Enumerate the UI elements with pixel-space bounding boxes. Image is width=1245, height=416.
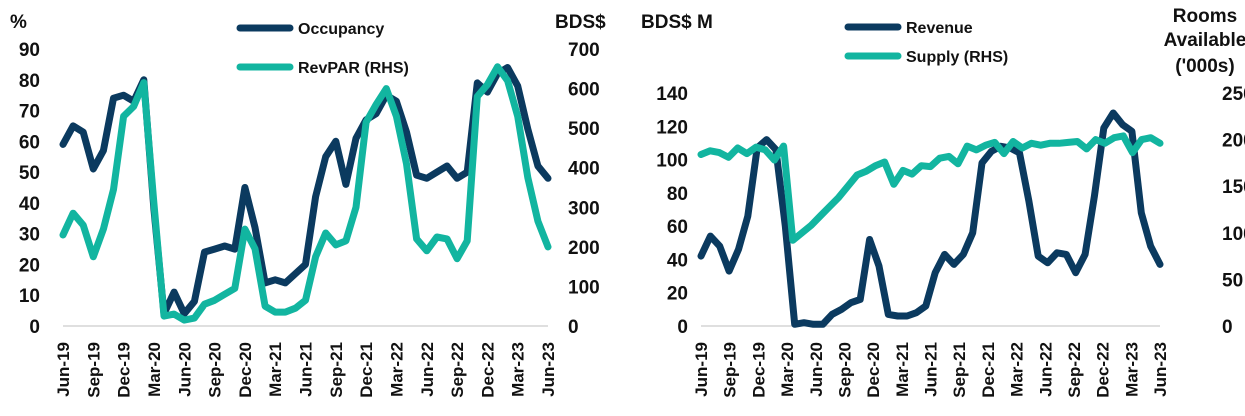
- y-right-tick-label: 0: [1222, 317, 1233, 338]
- x-tick-label: Sep-21: [327, 342, 346, 398]
- x-tick-label: Dec-21: [357, 342, 376, 398]
- y-left-tick-label: 80: [19, 71, 40, 92]
- series-line-1: [697, 109, 1164, 328]
- y-right-tick-label: 600: [568, 80, 600, 101]
- y-left-tick-label: 40: [667, 250, 688, 271]
- y-left-tick-label: 90: [19, 40, 40, 61]
- chart-2: 0 20 40 60 80 100 120 140 0 50 100 150 200 250 BDS$ M R…: [641, 6, 1245, 398]
- x-tick-label: Mar-22: [387, 342, 406, 397]
- x-tick-label: Mar-22: [1008, 342, 1027, 397]
- x-tick-label: Mar-23: [509, 342, 528, 397]
- x-tick-label: Dec-20: [864, 342, 883, 398]
- y-left-tick-label: 120: [656, 117, 688, 138]
- legend-label: Occupancy: [298, 21, 384, 38]
- y-right-tick-label: 150: [1222, 177, 1245, 198]
- y-right-tick-label: 400: [568, 159, 600, 180]
- y-right-tick-label: 700: [568, 40, 600, 61]
- y-left-tick-label: 80: [667, 184, 688, 205]
- x-tick-label: Sep-19: [721, 342, 740, 398]
- x-tick-label: Jun-23: [539, 342, 558, 397]
- x-tick-label: Dec-19: [749, 342, 768, 398]
- y-left-tick-label: 70: [19, 102, 40, 123]
- x-tick-label: Sep-20: [206, 342, 225, 398]
- series-line-2: [59, 63, 552, 324]
- x-tick-label: Dec-20: [236, 342, 255, 398]
- x-tick-label: Sep-19: [84, 342, 103, 398]
- x-tick-label: Jun-23: [1151, 342, 1170, 397]
- y-left-tick-label: 50: [19, 163, 40, 184]
- y-right-tick-label: 200: [568, 238, 600, 259]
- y-right-tick-label: 300: [568, 198, 600, 219]
- y-left-tick-label: 20: [667, 284, 688, 305]
- x-tick-label: Mar-21: [266, 342, 285, 397]
- x-tick-label: Mar-21: [893, 342, 912, 397]
- series-line-2: [697, 132, 1164, 244]
- legend-label: Supply (RHS): [906, 49, 1008, 66]
- y-left-tick-label: 60: [19, 132, 40, 153]
- x-tick-label: Sep-22: [1065, 342, 1084, 398]
- y-left-tick-label: 30: [19, 225, 40, 246]
- y-left-tick-label: 140: [656, 84, 688, 105]
- y-left-tick-label: 100: [656, 151, 688, 172]
- x-tick-label: Jun-22: [1036, 342, 1055, 397]
- y-left-unit-label: %: [10, 12, 27, 33]
- y-right-tick-label: 50: [1222, 270, 1243, 291]
- x-tick-label: Sep-22: [448, 342, 467, 398]
- y-left-tick-label: 20: [19, 255, 40, 276]
- chart-1: 0 10 20 30 40 50 60 70 80 90 0 100 200 300 400 500 600 70…: [10, 12, 606, 398]
- x-tick-label: Jun-20: [807, 342, 826, 397]
- x-tick-label: Jun-19: [692, 342, 711, 397]
- y-left-unit-label: BDS$ M: [641, 12, 713, 33]
- y-left-tick-label: 0: [677, 317, 688, 338]
- x-tick-label: Mar-20: [778, 342, 797, 397]
- x-tick-label: Jun-20: [175, 342, 194, 397]
- legend-label: RevPAR (RHS): [298, 60, 409, 77]
- y-right-unit-label: BDS$: [555, 12, 606, 33]
- x-tick-label: Dec-22: [1094, 342, 1113, 398]
- legend-label: Revenue: [906, 20, 973, 37]
- y-left-tick-label: 0: [29, 317, 40, 338]
- x-tick-label: Dec-19: [115, 342, 134, 398]
- y-right-tick-label: 500: [568, 119, 600, 140]
- y-left-tick-label: 60: [667, 217, 688, 238]
- y-right-tick-label: 100: [1222, 224, 1245, 245]
- y-right-tick-label: 0: [568, 317, 579, 338]
- y-right-tick-label: 100: [568, 277, 600, 298]
- x-tick-label: Jun-22: [418, 342, 437, 397]
- x-tick-label: Jun-19: [54, 342, 73, 397]
- y-left-tick-label: 40: [19, 194, 40, 215]
- y-right-tick-label: 200: [1222, 131, 1245, 152]
- x-tick-label: Mar-20: [145, 342, 164, 397]
- x-tick-label: Dec-22: [478, 342, 497, 398]
- x-tick-label: Sep-20: [835, 342, 854, 398]
- y-right-tick-label: 250: [1222, 84, 1245, 105]
- x-tick-label: Jun-21: [297, 342, 316, 397]
- y-left-tick-label: 10: [19, 286, 40, 307]
- x-tick-label: Dec-21: [979, 342, 998, 398]
- y-right-unit-label: Rooms Available ('000s): [1164, 6, 1245, 77]
- x-tick-label: Sep-21: [950, 342, 969, 398]
- x-tick-label: Mar-23: [1122, 342, 1141, 397]
- x-tick-label: Jun-21: [922, 342, 941, 397]
